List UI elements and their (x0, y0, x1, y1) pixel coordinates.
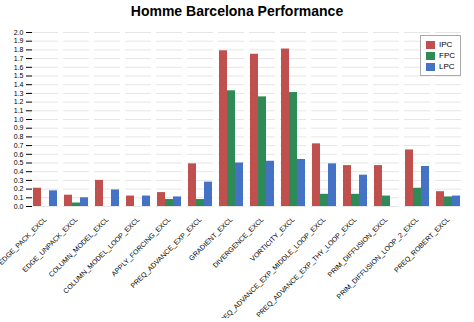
svg-text:0.4: 0.4 (14, 168, 24, 175)
svg-text:0.3: 0.3 (14, 177, 24, 184)
svg-text:EDGE_UNPACK_EXCL: EDGE_UNPACK_EXCL (21, 216, 79, 274)
svg-text:COLUMN_MODEL_LOOP_EXCL: COLUMN_MODEL_LOOP_EXCL (61, 215, 141, 295)
svg-text:PREQ_ROBERT_EXCL: PREQ_ROBERT_EXCL (393, 216, 452, 275)
svg-text:EDGE_PACK_EXCL: EDGE_PACK_EXCL (0, 216, 49, 267)
svg-text:1.8: 1.8 (14, 46, 24, 53)
svg-text:1.7: 1.7 (14, 55, 24, 62)
svg-text:0.2: 0.2 (14, 185, 24, 192)
svg-text:0.7: 0.7 (14, 142, 24, 149)
svg-text:1.1: 1.1 (14, 107, 24, 114)
svg-text:0.1: 0.1 (14, 194, 24, 201)
svg-text:PREQ_ADVANCE_EXP_EXCL: PREQ_ADVANCE_EXP_EXCL (129, 215, 203, 290)
svg-text:VORTICITY_EXCL: VORTICITY_EXCL (248, 215, 296, 263)
html-text:FPC: FPC (439, 51, 455, 60)
svg-text:0.6: 0.6 (14, 151, 24, 158)
svg-text:1.5: 1.5 (14, 72, 24, 79)
svg-text:PRIM_DIFFUSION_LOOP_2_EXCL: PRIM_DIFFUSION_LOOP_2_EXCL (335, 215, 420, 301)
html-text:IPC: IPC (439, 40, 453, 49)
svg-text:0.5: 0.5 (14, 159, 24, 166)
html-text:LPC: LPC (439, 62, 455, 71)
svg-text:2.0: 2.0 (14, 29, 24, 36)
svg-text:COLUMN_MODEL_EXCL: COLUMN_MODEL_EXCL (47, 216, 110, 279)
svg-text:1.4: 1.4 (14, 81, 24, 88)
svg-text:1.2: 1.2 (14, 98, 24, 105)
svg-text:GRADIENT_EXCL: GRADIENT_EXCL (187, 215, 234, 262)
svg-text:1.0: 1.0 (14, 116, 24, 123)
svg-text:1.6: 1.6 (14, 64, 24, 71)
svg-text:DIVERGENCE_EXCL: DIVERGENCE_EXCL (211, 216, 265, 270)
svg-text:0.0: 0.0 (14, 203, 24, 210)
svg-text:0.9: 0.9 (14, 124, 24, 131)
svg-text:1.3: 1.3 (14, 90, 24, 97)
svg-text:1.9: 1.9 (14, 37, 24, 44)
html-text:Homme Barcelona Performance: Homme Barcelona Performance (130, 3, 344, 19)
svg-text:PRIM_DIFFUSION_EXCL: PRIM_DIFFUSION_EXCL (326, 216, 389, 279)
svg-text:APPLY_FORCING_EXCL: APPLY_FORCING_EXCL (110, 216, 173, 279)
svg-text:0.8: 0.8 (14, 133, 24, 140)
svg-text:PREQ_ADVANCE_EXP_THY_LOOP_EXCL: PREQ_ADVANCE_EXP_THY_LOOP_EXCL (255, 216, 359, 318)
